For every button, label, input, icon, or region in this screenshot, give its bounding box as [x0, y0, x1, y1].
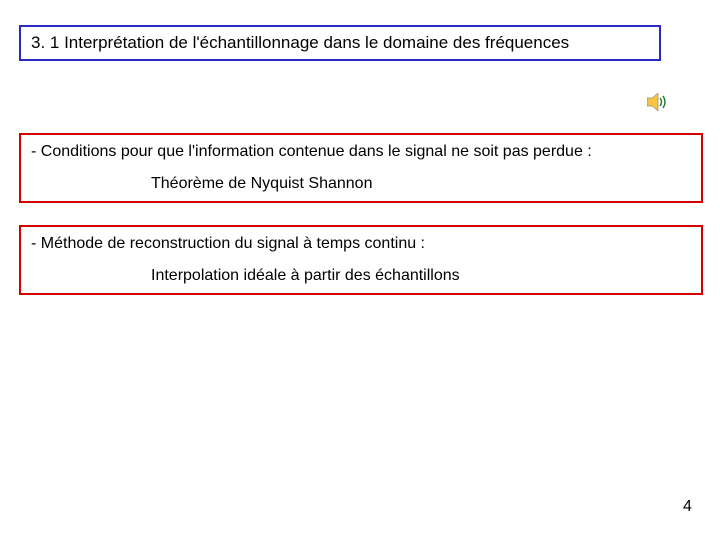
section-title-text: 3. 1 Interprétation de l'échantillonnage…	[31, 33, 569, 52]
page-number: 4	[683, 498, 692, 516]
method-line2: Interpolation idéale à partir des échant…	[31, 267, 691, 285]
sound-icon	[647, 92, 669, 112]
conditions-box: - Conditions pour que l'information cont…	[19, 133, 703, 203]
method-box: - Méthode de reconstruction du signal à …	[19, 225, 703, 295]
section-title-box: 3. 1 Interprétation de l'échantillonnage…	[19, 25, 661, 61]
method-line1: - Méthode de reconstruction du signal à …	[31, 235, 691, 253]
conditions-line1: - Conditions pour que l'information cont…	[31, 143, 691, 161]
conditions-line2: Théorème de Nyquist Shannon	[31, 175, 691, 193]
